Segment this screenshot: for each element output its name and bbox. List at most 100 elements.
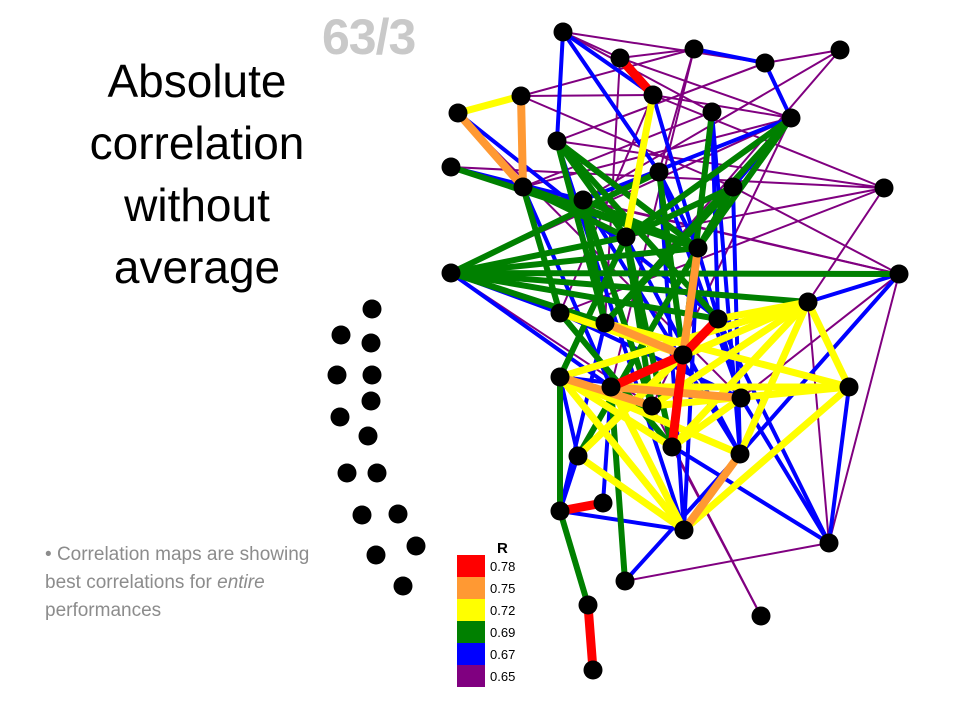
bullet-marker: • [45,544,52,565]
edge-yellow [668,298,812,451]
isolated-node [406,536,426,556]
legend-item: 0.67 [457,643,537,665]
bullet-text-end: performances [45,600,162,621]
edge-blue [827,385,851,545]
network-node [616,227,636,247]
isolated-node [337,463,357,483]
isolated-node [366,545,386,565]
network-node [839,377,859,397]
network-node [702,102,722,122]
edge-thin [556,140,885,189]
edge-green [554,138,701,251]
edge-orange [517,92,527,191]
network-node [673,345,693,365]
network-node [723,177,743,197]
legend-swatch [457,599,485,621]
network-node [573,190,593,210]
edge-green [448,270,902,277]
legend-item: 0.75 [457,577,537,599]
network-node [553,22,573,42]
edge-red [606,350,688,392]
network-node [610,48,630,68]
edge-thin [619,57,792,119]
edge-green [448,270,608,326]
edge-blue [738,272,901,456]
network-node [708,309,728,329]
edge-green [602,115,794,326]
legend-item: 0.72 [457,599,537,621]
network-node [615,571,635,591]
network-node [583,660,603,680]
edge-thin [520,94,654,97]
bullet-text: Correlation maps are showing best correl… [45,544,310,593]
network-node [550,303,570,323]
network-node [781,108,801,128]
network-node [731,388,751,408]
slide-title: Absolute correlation without average [60,50,334,298]
network-node [441,157,461,177]
network-node [601,377,621,397]
legend-swatch [457,665,485,687]
edge-green [695,115,794,251]
network-node [688,238,708,258]
isolated-node [393,576,413,596]
edge-green [623,184,736,240]
edge-yellow [556,373,688,534]
edge-yellow [680,383,853,534]
edge-thin [828,273,900,544]
network-node [441,263,461,283]
edge-orange [679,244,702,359]
legend-swatch [457,643,485,665]
legend-swatch [457,621,485,643]
edge-thin [559,94,654,314]
legend-value: 0.69 [490,625,516,640]
network-node [730,444,750,464]
legend-swatch [457,555,485,577]
edge-yellow [668,394,745,451]
edge-red [583,600,598,675]
edge-yellow [574,351,687,460]
network-node [593,493,613,513]
isolated-node [367,463,387,483]
network-node [642,396,662,416]
edge-yellow [648,383,853,410]
edge-blue [763,61,793,120]
network-node [578,595,598,615]
edge-orange [680,450,744,534]
edge-thin [556,62,766,142]
isolated-node [331,325,351,345]
legend-item: 0.69 [457,621,537,643]
isolated-node [362,299,382,319]
network-node [755,53,775,73]
edge-thin [520,95,734,188]
edge-green [557,234,629,380]
network-node [448,103,468,123]
edge-thin [619,48,695,59]
edge-blue [692,47,767,65]
edge-blue [555,30,565,143]
edge-blue [806,272,901,304]
edge-blue [657,170,743,400]
network-node [643,85,663,105]
edge-green [557,508,591,608]
edge-thin [624,542,830,582]
legend-swatch [457,577,485,599]
isolated-node [361,333,381,353]
legend-value: 0.75 [490,581,516,596]
edge-green [448,270,811,305]
isolated-nodes [327,299,426,596]
network-node [798,292,818,312]
isolated-node [362,365,382,385]
network-node [889,264,909,284]
network-node [684,39,704,59]
legend-title: R [497,540,508,557]
edge-green [520,184,563,316]
edge-green [623,115,794,240]
legend-item: 0.78 [457,555,537,577]
network-node [550,501,570,521]
network-node [568,446,588,466]
network-node [649,162,669,182]
edge-thin [652,94,792,119]
slide-number-label: 63/3 [322,9,416,65]
